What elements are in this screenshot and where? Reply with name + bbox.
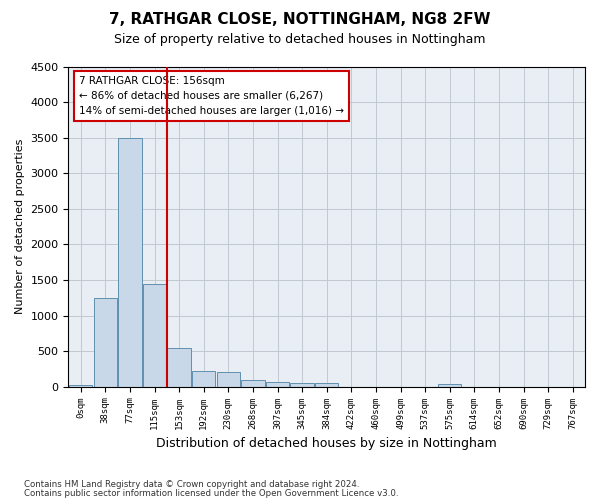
Text: 7, RATHGAR CLOSE, NOTTINGHAM, NG8 2FW: 7, RATHGAR CLOSE, NOTTINGHAM, NG8 2FW — [109, 12, 491, 28]
Bar — [290, 383, 314, 386]
Bar — [241, 380, 265, 386]
Bar — [438, 384, 461, 386]
Bar — [315, 383, 338, 386]
X-axis label: Distribution of detached houses by size in Nottingham: Distribution of detached houses by size … — [157, 437, 497, 450]
Text: 7 RATHGAR CLOSE: 156sqm
← 86% of detached houses are smaller (6,267)
14% of semi: 7 RATHGAR CLOSE: 156sqm ← 86% of detache… — [79, 76, 344, 116]
Bar — [192, 371, 215, 386]
Text: Size of property relative to detached houses in Nottingham: Size of property relative to detached ho… — [114, 32, 486, 46]
Text: Contains public sector information licensed under the Open Government Licence v3: Contains public sector information licen… — [24, 490, 398, 498]
Bar — [167, 348, 191, 387]
Bar — [266, 382, 289, 386]
Bar — [94, 298, 117, 386]
Bar — [69, 384, 92, 386]
Bar — [217, 372, 240, 386]
Bar — [118, 138, 142, 386]
Y-axis label: Number of detached properties: Number of detached properties — [15, 139, 25, 314]
Text: Contains HM Land Registry data © Crown copyright and database right 2024.: Contains HM Land Registry data © Crown c… — [24, 480, 359, 489]
Bar — [143, 284, 166, 387]
